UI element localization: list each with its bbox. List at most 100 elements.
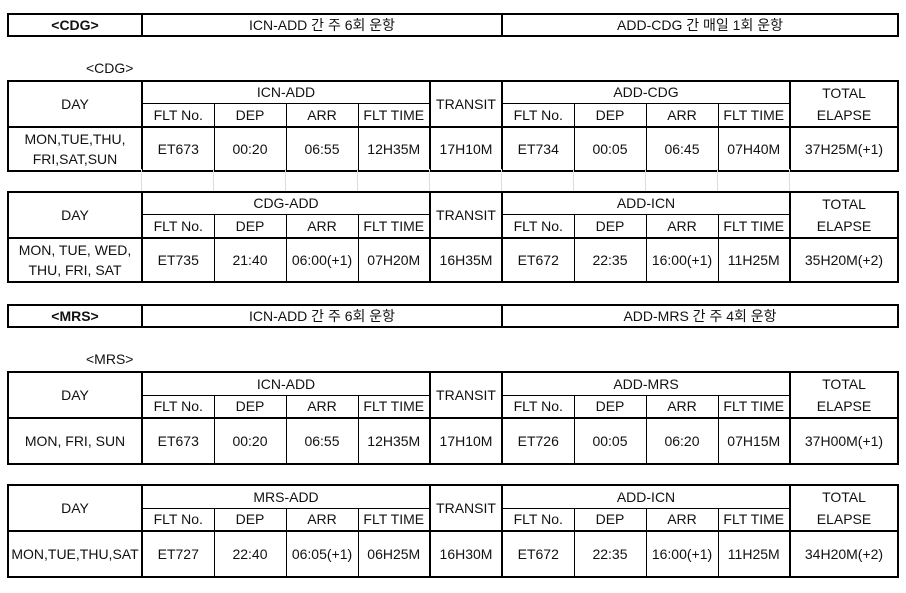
total-elapse-text: TOTAL xyxy=(822,489,866,505)
departure-time: 00:05 xyxy=(573,126,647,172)
gridline xyxy=(501,169,502,191)
column-header-flt-time: FLT TIME xyxy=(717,213,791,239)
gridline xyxy=(429,169,430,191)
flight-number: ET735 xyxy=(141,237,215,283)
column-header-arr: ARR xyxy=(285,507,359,532)
column-header-dep: DEP xyxy=(573,102,647,128)
departure-time: 22:35 xyxy=(573,530,647,578)
column-header-flt-no: FLT No. xyxy=(501,102,575,128)
arrival-time: 16:00(+1) xyxy=(645,530,719,578)
column-header-flt-time: FLT TIME xyxy=(717,102,791,128)
route-summary-0: <CDG> ICN-ADD 간 주 6회 운항 ADD-CDG 간 매일 1회 운항 xyxy=(7,13,899,37)
route-summary-1: <MRS> ICN-ADD 간 주 6회 운항 ADD-MRS 간 주 4회 운항 xyxy=(7,304,899,328)
transit-header: TRANSIT xyxy=(429,371,503,419)
departure-time: 00:20 xyxy=(213,126,287,172)
leg1-header: MRS-ADD xyxy=(141,484,431,509)
day-text: MON,TUE,THU, xyxy=(24,131,126,147)
column-header-dep: DEP xyxy=(213,102,287,128)
gridline xyxy=(285,169,286,191)
section-label: <MRS> xyxy=(86,351,134,367)
column-header-arr: ARR xyxy=(645,507,719,532)
gridline xyxy=(789,169,790,191)
leg1-header: ICN-ADD xyxy=(141,80,431,104)
total-elapse-text: ELAPSE xyxy=(816,398,872,414)
column-header-dep: DEP xyxy=(213,213,287,239)
column-header-flt-no: FLT No. xyxy=(141,394,215,419)
flight-time: 11H25M xyxy=(717,237,791,283)
leg2-header: ADD-ICN xyxy=(501,484,791,509)
schedule-table: DAY ICN-ADD TRANSIT ADD-MRS TOTAL ELAPSE FLT N… xyxy=(7,371,899,465)
departure-time: 22:40 xyxy=(213,530,287,578)
transit-header: TRANSIT xyxy=(429,191,503,239)
column-header-flt-time: FLT TIME xyxy=(357,507,431,532)
total-elapse-text: TOTAL xyxy=(822,85,866,101)
column-header-arr: ARR xyxy=(645,102,719,128)
column-header-arr: ARR xyxy=(645,394,719,419)
leg2-header: ADD-CDG xyxy=(501,80,791,104)
gridline xyxy=(573,169,574,191)
inbound-frequency: ADD-MRS 간 주 4회 운항 xyxy=(501,304,899,328)
column-header-flt-no: FLT No. xyxy=(501,507,575,532)
column-header-flt-time: FLT TIME xyxy=(357,102,431,128)
gridline xyxy=(357,169,358,191)
transit-header: TRANSIT xyxy=(429,484,503,532)
leg2-header: ADD-ICN xyxy=(501,191,791,215)
column-header-flt-no: FLT No. xyxy=(501,394,575,419)
column-header-arr: ARR xyxy=(285,394,359,419)
gridline xyxy=(213,169,214,191)
total-elapse-header: TOTAL ELAPSE xyxy=(789,484,899,532)
flight-time: 12H35M xyxy=(357,126,431,172)
day-text: MON, FRI, SUN xyxy=(24,433,126,449)
arrival-time: 16:00(+1) xyxy=(645,237,719,283)
gridline xyxy=(717,169,718,191)
day-cell: MON,TUE,THU, FRI,SAT,SUN xyxy=(7,126,143,172)
flight-time: 07H20M xyxy=(357,237,431,283)
column-header-flt-no: FLT No. xyxy=(141,213,215,239)
total-elapse: 37H00M(+1) xyxy=(789,417,899,465)
departure-time: 22:35 xyxy=(573,237,647,283)
column-header-flt-time: FLT TIME xyxy=(357,394,431,419)
total-elapse-text: ELAPSE xyxy=(816,218,872,234)
flight-time: 07H40M xyxy=(717,126,791,172)
total-elapse-text: TOTAL xyxy=(822,376,866,392)
column-header-flt-time: FLT TIME xyxy=(357,213,431,239)
day-cell: MON,TUE,THU,SAT xyxy=(7,530,143,578)
flight-number: ET734 xyxy=(501,126,575,172)
transit-time: 17H10M xyxy=(429,417,503,465)
arrival-time: 06:05(+1) xyxy=(285,530,359,578)
day-header: DAY xyxy=(7,371,143,419)
column-header-dep: DEP xyxy=(573,213,647,239)
leg2-header: ADD-MRS xyxy=(501,371,791,396)
section-label: <CDG> xyxy=(86,60,134,76)
arrival-time: 06:20 xyxy=(645,417,719,465)
flight-number: ET673 xyxy=(141,126,215,172)
day-text: FRI,SAT,SUN xyxy=(32,151,118,167)
flight-number: ET726 xyxy=(501,417,575,465)
column-header-dep: DEP xyxy=(573,507,647,532)
day-text: THU, FRI, SAT xyxy=(28,262,122,278)
column-header-flt-time: FLT TIME xyxy=(717,507,791,532)
day-text: MON, TUE, WED, xyxy=(18,242,132,258)
flight-time: 07H15M xyxy=(717,417,791,465)
column-header-dep: DEP xyxy=(213,394,287,419)
departure-time: 21:40 xyxy=(213,237,287,283)
leg1-header: ICN-ADD xyxy=(141,371,431,396)
day-cell: MON, TUE, WED, THU, FRI, SAT xyxy=(7,237,143,283)
arrival-time: 06:55 xyxy=(285,417,359,465)
total-elapse-header: TOTAL ELAPSE xyxy=(789,371,899,419)
day-cell: MON, FRI, SUN xyxy=(7,417,143,465)
flight-number: ET672 xyxy=(501,237,575,283)
schedule-table: DAY MRS-ADD TRANSIT ADD-ICN TOTAL ELAPSE FLT N… xyxy=(7,484,899,578)
column-header-arr: ARR xyxy=(285,213,359,239)
arrival-time: 06:55 xyxy=(285,126,359,172)
schedule-table: DAY ICN-ADD TRANSIT ADD-CDG TOTAL ELAPSE FLT N… xyxy=(7,80,899,172)
flight-number: ET673 xyxy=(141,417,215,465)
day-header: DAY xyxy=(7,80,143,128)
destination-title: <CDG> xyxy=(7,13,143,37)
column-header-flt-no: FLT No. xyxy=(141,507,215,532)
total-elapse-text: ELAPSE xyxy=(816,107,872,123)
flight-number: ET727 xyxy=(141,530,215,578)
gridlines xyxy=(7,169,897,191)
column-header-dep: DEP xyxy=(213,507,287,532)
flight-number: ET672 xyxy=(501,530,575,578)
